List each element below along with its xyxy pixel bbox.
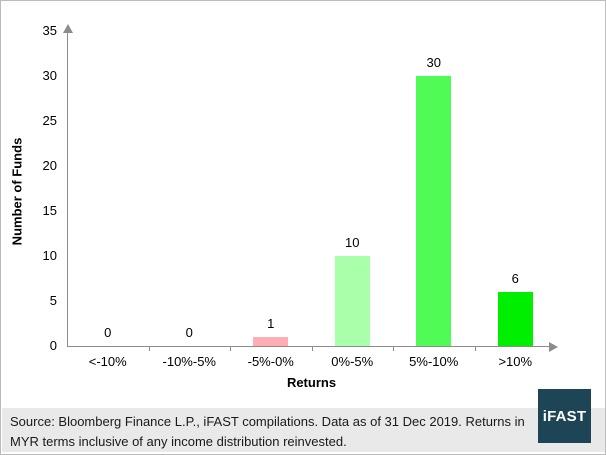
ifast-logo: iFAST xyxy=(538,389,591,443)
y-tick-label: 35 xyxy=(42,23,57,38)
x-category-label: -5%-0% xyxy=(247,354,294,369)
y-tick-label: 0 xyxy=(49,338,57,353)
y-tick-label: 20 xyxy=(42,158,57,173)
y-tick-label: 25 xyxy=(42,113,57,128)
y-tick-label: 10 xyxy=(42,248,57,263)
bar-value-label: 0 xyxy=(185,325,193,340)
x-category-label: -10%-5% xyxy=(162,354,216,369)
x-category-label: >10% xyxy=(498,354,533,369)
y-axis-line xyxy=(67,32,68,347)
x-category-label: <-10% xyxy=(88,354,127,369)
x-axis-arrow-icon xyxy=(549,342,558,352)
y-tick-label: 5 xyxy=(49,293,57,308)
x-axis-tick xyxy=(148,347,150,351)
x-axis-title: Returns xyxy=(286,375,337,390)
bar-5%-10% xyxy=(416,76,452,346)
x-category-label: 0%-5% xyxy=(331,354,374,369)
chart-area: Number of Funds 0 5 10 15 20 25 30 35 0 0 1 10 30 6 … xyxy=(1,1,605,408)
bar--5%-0% xyxy=(253,337,289,346)
bar-value-label: 6 xyxy=(511,271,519,286)
bar-value-label: 30 xyxy=(426,55,441,70)
bar-value-label: 1 xyxy=(267,316,275,331)
x-category-label: 5%-10% xyxy=(409,354,459,369)
bar->10% xyxy=(497,292,533,346)
x-axis-tick xyxy=(311,347,313,351)
x-axis-tick xyxy=(474,347,476,351)
x-axis-tick xyxy=(393,347,394,351)
x-axis-tick xyxy=(230,347,231,351)
x-axis-line xyxy=(67,346,551,347)
source-text: Source: Bloomberg Finance L.P., iFAST co… xyxy=(10,414,525,449)
y-axis-arrow-icon xyxy=(63,24,73,33)
bar-0%-5% xyxy=(334,256,370,346)
bar-value-label: 0 xyxy=(104,325,112,340)
y-tick-label: 15 xyxy=(42,203,57,218)
source-footer: Source: Bloomberg Finance L.P., iFAST co… xyxy=(2,408,605,452)
bar-value-label: 10 xyxy=(345,235,360,250)
y-tick-label: 30 xyxy=(42,68,57,83)
ifast-logo-text: iFAST xyxy=(542,407,587,425)
